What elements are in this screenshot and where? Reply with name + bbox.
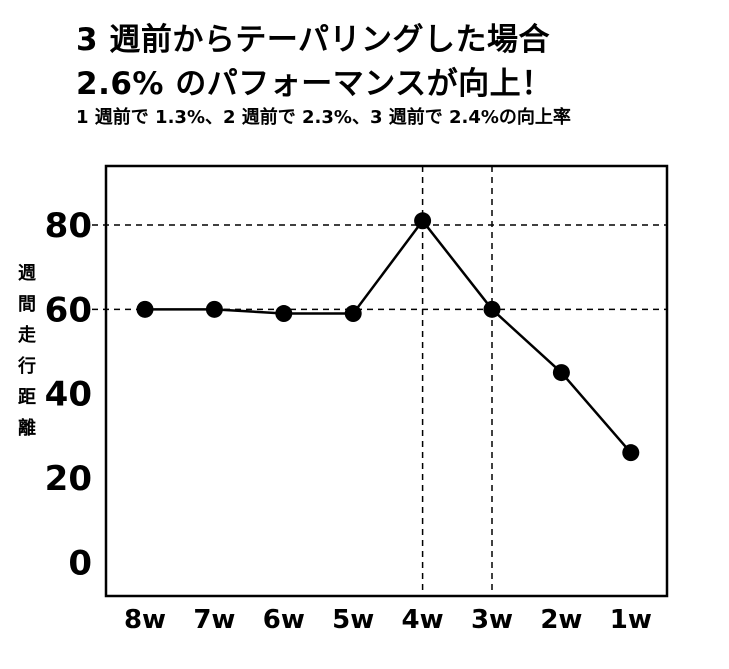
- x-tick-label: 1w: [610, 605, 652, 635]
- x-tick-label: 6w: [263, 605, 305, 635]
- x-tick-label: 7w: [193, 605, 235, 635]
- y-axis-label: 週間走行距離: [18, 263, 36, 439]
- x-tick-label: 3w: [471, 605, 513, 635]
- data-point-7w: [205, 300, 223, 318]
- x-axis-ticks: 8w 7w 6w 5w 4w 3w 2w 1w: [124, 605, 652, 635]
- y-tick-label: 0: [68, 543, 92, 583]
- data-point-1w: [622, 444, 640, 462]
- x-tick-label: 2w: [540, 605, 582, 635]
- series-markers: [136, 212, 640, 462]
- x-tick-label: 4w: [402, 605, 444, 635]
- chart-title-line-1: 3 週前からテーパリングした場合: [76, 22, 551, 58]
- plot-frame: [104, 164, 669, 598]
- chart-subtitle: 1 週前で 1.3%、2 週前で 2.3%、3 週前で 2.4%の向上率: [76, 107, 571, 128]
- y-tick-label: 80: [45, 206, 92, 246]
- data-point-3w: [483, 300, 501, 318]
- reference-lines: [92, 166, 667, 596]
- x-tick-label: 8w: [124, 605, 166, 635]
- chart-title-line-2: 2.6% のパフォーマンスが向上！: [76, 66, 553, 102]
- series-line: [145, 219, 632, 454]
- data-point-4w: [414, 212, 432, 230]
- y-tick-label: 40: [45, 375, 92, 415]
- y-tick-label: 20: [45, 459, 92, 499]
- data-point-5w: [344, 305, 362, 323]
- data-point-2w: [552, 364, 570, 382]
- data-point-8w: [136, 300, 154, 318]
- x-tick-label: 5w: [332, 605, 374, 635]
- y-tick-label: 60: [45, 290, 92, 330]
- data-point-6w: [275, 305, 293, 323]
- y-axis-ticks: 0 20 40 60 80: [45, 206, 92, 583]
